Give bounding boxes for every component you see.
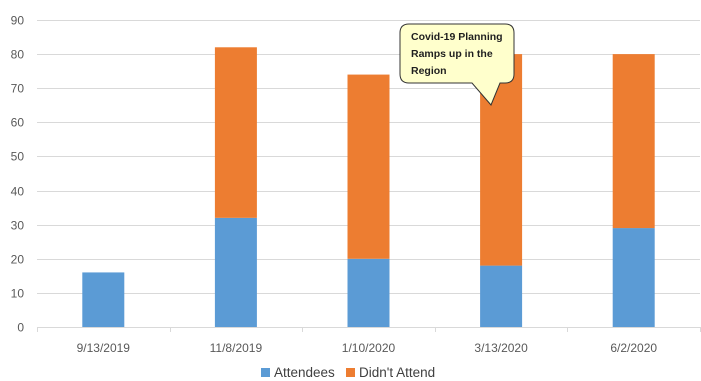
- y-tick-label: 70: [11, 82, 25, 96]
- legend-label-didnt-attend: Didn't Attend: [359, 365, 435, 380]
- legend-swatch-attendees: [261, 368, 270, 377]
- callout-line-2: Ramps up in the: [411, 48, 493, 60]
- y-tick-label: 30: [11, 219, 25, 233]
- bar-didnt-attend-2: [347, 74, 390, 259]
- legend-swatch-didnt-attend: [346, 368, 355, 377]
- callout-line-1: Covid-19 Planning: [411, 31, 503, 43]
- x-tick-label: 6/2/2020: [610, 341, 657, 355]
- bar-didnt-attend-4: [612, 54, 655, 229]
- y-tick-label: 80: [11, 48, 25, 62]
- bars: [82, 47, 655, 327]
- bar-didnt-attend-1: [214, 47, 257, 218]
- y-tick-label: 0: [17, 321, 24, 335]
- bar-attendees-2: [347, 258, 390, 327]
- legend: Attendees Didn't Attend: [261, 365, 435, 380]
- legend-label-attendees: Attendees: [274, 365, 335, 380]
- y-tick-labels: 0 10 20 30 40 50 60 70 80 90: [11, 14, 25, 335]
- x-tick-label: 9/13/2019: [77, 341, 131, 355]
- y-tick-label: 40: [11, 185, 25, 199]
- annotation-callout: Covid-19 Planning Ramps up in the Region: [399, 23, 515, 106]
- y-tick-label: 10: [11, 287, 25, 301]
- y-tick-label: 60: [11, 116, 25, 130]
- y-tick-label: 90: [11, 14, 25, 28]
- y-tick-label: 50: [11, 150, 25, 164]
- y-tick-label: 20: [11, 253, 25, 267]
- bar-attendees-4: [612, 228, 655, 327]
- bar-attendees-1: [214, 217, 257, 327]
- x-tick-labels: 9/13/2019 11/8/2019 1/10/2020 3/13/2020 6/2/…: [77, 341, 658, 355]
- callout-bubble: [399, 23, 515, 106]
- x-tick-label: 11/8/2019: [210, 341, 263, 355]
- x-tick-label: 1/10/2020: [342, 341, 396, 355]
- axes: [37, 327, 701, 332]
- callout-line-3: Region: [411, 65, 447, 77]
- x-tick-label: 3/13/2020: [474, 341, 528, 355]
- bar-attendees-0: [82, 272, 125, 327]
- bar-attendees-3: [480, 265, 523, 327]
